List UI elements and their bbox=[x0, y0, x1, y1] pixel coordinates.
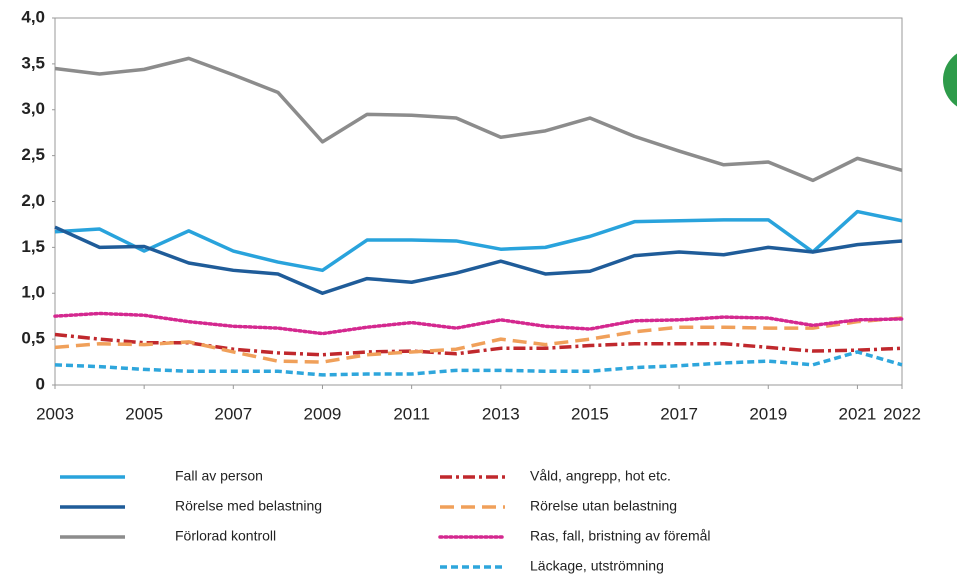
y-tick-label: 3,0 bbox=[21, 99, 45, 118]
y-tick-label: 4,0 bbox=[21, 7, 45, 26]
y-tick-label: 0 bbox=[36, 374, 45, 393]
legend-label: Ras, fall, bristning av föremål bbox=[530, 528, 711, 544]
y-tick-label: 1,5 bbox=[21, 237, 45, 256]
x-tick-label: 2011 bbox=[393, 404, 430, 423]
x-tick-label: 2005 bbox=[125, 404, 163, 423]
x-tick-label: 2009 bbox=[304, 404, 342, 423]
series-line bbox=[53, 311, 904, 336]
x-tick-label: 2021 bbox=[839, 404, 877, 423]
y-tick-label: 2,0 bbox=[21, 191, 45, 210]
series-line bbox=[54, 316, 903, 364]
x-tick-label: 2007 bbox=[214, 404, 252, 423]
x-tick-label: 2019 bbox=[749, 404, 787, 423]
y-tick-label: 0,5 bbox=[21, 329, 45, 348]
y-tick-label: 2,5 bbox=[21, 145, 45, 164]
x-tick-label: 2013 bbox=[482, 404, 520, 423]
badge bbox=[943, 53, 957, 107]
series-line bbox=[54, 209, 903, 273]
series-line bbox=[54, 350, 903, 377]
y-tick-label: 3,5 bbox=[21, 53, 45, 72]
legend-label: Våld, angrepp, hot etc. bbox=[530, 468, 671, 484]
x-tick-label: 2003 bbox=[36, 404, 74, 423]
series-line bbox=[54, 56, 903, 183]
series-line bbox=[54, 332, 903, 357]
x-tick-label: 2022 bbox=[883, 404, 921, 423]
x-tick-label: 2015 bbox=[571, 404, 609, 423]
plot-frame bbox=[54, 17, 903, 386]
series-line bbox=[54, 225, 903, 295]
legend-label: Rörelse utan belastning bbox=[530, 498, 677, 514]
legend-label: Fall av person bbox=[175, 468, 263, 484]
legend-label: Läckage, utströmning bbox=[530, 558, 664, 574]
legend-label: Förlorad kontroll bbox=[175, 528, 276, 544]
x-tick-label: 2017 bbox=[660, 404, 698, 423]
y-tick-label: 1,0 bbox=[21, 283, 45, 302]
legend-label: Rörelse med belastning bbox=[175, 498, 322, 514]
